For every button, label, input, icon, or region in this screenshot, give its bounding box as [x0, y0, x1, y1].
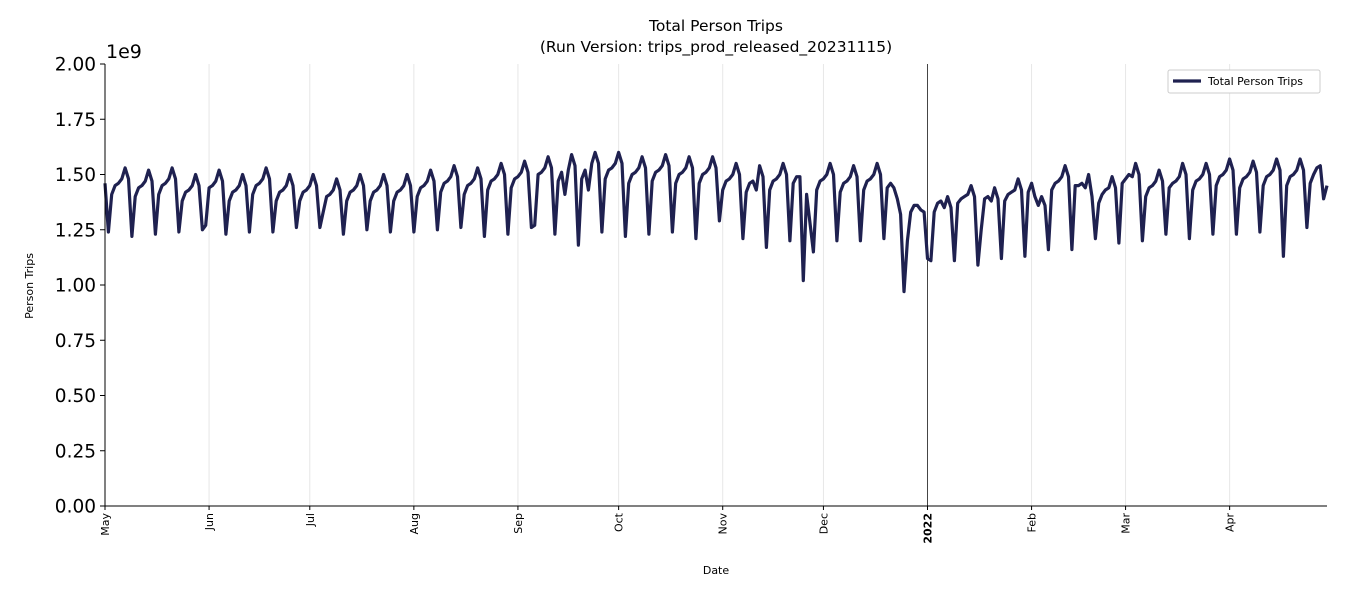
legend-box	[1167, 69, 1321, 94]
x-tick-label: 2022	[922, 513, 935, 544]
x-axis: May Jun Jul Aug Sep Oct Nov Dec 2022 Feb Mar Apr	[99, 506, 1237, 544]
x-tick-label: Dec	[817, 513, 830, 534]
x-tick-label: Oct	[613, 512, 626, 532]
series-line-total-person-trips	[103, 150, 1329, 294]
x-tick-label: Aug	[408, 513, 421, 534]
y-tick-label: 1.25	[55, 220, 96, 241]
x-tick-label: Feb	[1026, 513, 1039, 532]
y-axis: 0.00 0.25 0.50 0.75 1.00 1.25 1.50 1.75 2.00	[55, 55, 105, 518]
x-tick-label: Sep	[512, 513, 525, 534]
y-tick-label: 0.50	[55, 386, 96, 407]
y-tick-label: 0.00	[55, 497, 96, 518]
y-tick-label: 1.50	[55, 165, 96, 186]
x-tick-label: Mar	[1120, 513, 1133, 534]
x-tick-label: May	[99, 513, 112, 536]
legend: Total Person Trips	[1167, 69, 1321, 94]
y-axis-label: Person Trips	[23, 253, 36, 319]
grid	[104, 64, 1231, 506]
x-tick-label: Apr	[1224, 513, 1237, 533]
x-tick-label: Jul	[304, 513, 317, 527]
y-tick-label: 0.75	[55, 331, 96, 352]
chart-title: Total Person Trips	[648, 17, 783, 35]
y-tick-label: 2.00	[55, 55, 96, 76]
y-multiplier-label: 1e9	[106, 41, 142, 63]
x-tick-label: Nov	[717, 513, 730, 535]
legend-label: Total Person Trips	[1207, 75, 1303, 88]
x-axis-label: Date	[703, 564, 730, 577]
chart-subtitle: (Run Version: trips_prod_released_202311…	[540, 38, 892, 57]
y-tick-label: 0.25	[55, 441, 96, 462]
y-tick-label: 1.75	[55, 110, 96, 131]
y-tick-label: 1.00	[55, 276, 96, 297]
x-tick-label: Jun	[203, 513, 216, 531]
